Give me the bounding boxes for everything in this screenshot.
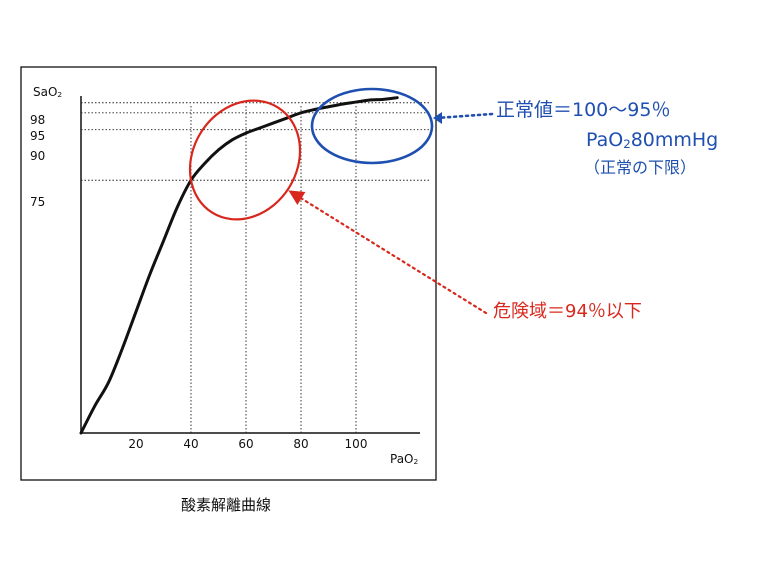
x-tick-label-100: 100 bbox=[345, 437, 368, 451]
normal-pao2-label: PaO280mmHg bbox=[586, 129, 719, 152]
y-tick-label-90: 90 bbox=[30, 149, 46, 163]
normal-pointer-arrowhead bbox=[433, 112, 442, 124]
y-tick-label-75: 75 bbox=[30, 195, 46, 209]
x-tick-label-40: 40 bbox=[183, 437, 198, 451]
normal-pointer-dots bbox=[435, 112, 494, 120]
danger-zone-label: 危険域＝94％以下 bbox=[493, 301, 642, 322]
danger-zone-ellipse bbox=[188, 99, 302, 221]
y-axis-title: SaO2 bbox=[33, 85, 63, 100]
x-tick-label-60: 60 bbox=[238, 437, 253, 451]
normal-lower-limit-label: （正常の下限） bbox=[584, 158, 697, 177]
dissociation-curve-line bbox=[79, 96, 399, 435]
danger-pointer-arrow bbox=[288, 190, 488, 315]
y-tick-label-98: 98 bbox=[30, 113, 46, 127]
chart-caption: 酸素解離曲線 bbox=[181, 496, 272, 514]
y-tick-label-95: 95 bbox=[30, 129, 46, 143]
x-tick-label-20: 20 bbox=[128, 437, 143, 451]
x-axis-title: PaO2 bbox=[390, 452, 419, 467]
x-tick-label-80: 80 bbox=[293, 437, 308, 451]
chart-frame bbox=[20, 66, 437, 481]
normal-zone-ellipse bbox=[310, 87, 434, 165]
normal-range-label: 正常値＝100～95％ bbox=[496, 99, 671, 121]
